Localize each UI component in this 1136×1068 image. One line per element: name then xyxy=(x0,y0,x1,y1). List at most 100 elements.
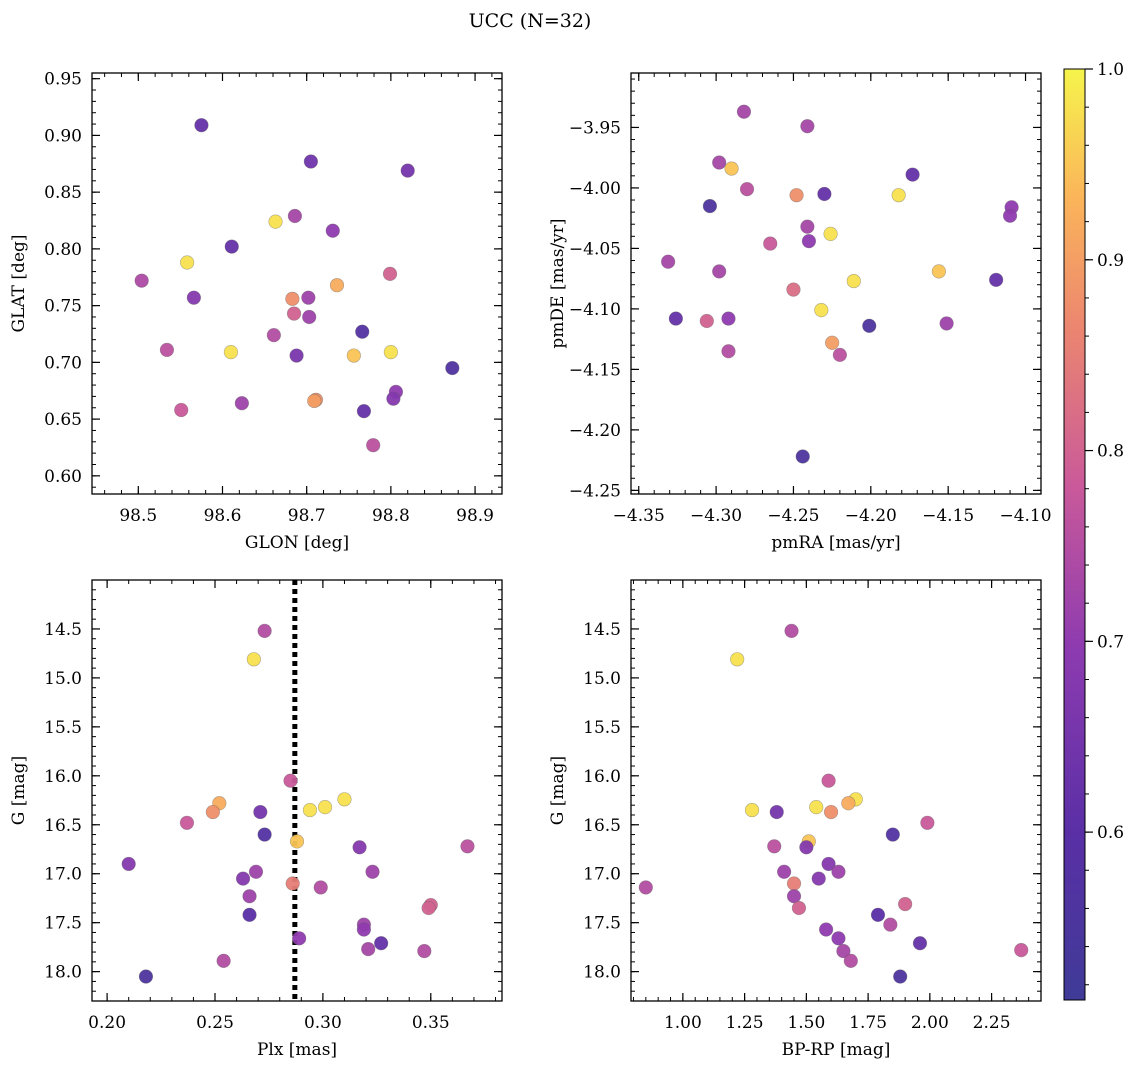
data-point xyxy=(286,306,302,321)
data-point xyxy=(801,234,817,249)
data-point xyxy=(721,311,736,326)
y-tick-label: 17.0 xyxy=(583,865,621,885)
data-point xyxy=(989,272,1004,287)
data-point xyxy=(823,226,838,241)
y-tick-label: 16.0 xyxy=(583,767,621,787)
x-tick-label: 0.20 xyxy=(88,1013,126,1033)
data-point xyxy=(356,922,371,937)
data-point xyxy=(356,404,372,419)
x-axis-label: Plx [mas] xyxy=(257,1040,337,1060)
y-tick-label: −4.15 xyxy=(569,360,621,380)
x-tick-label: 1.50 xyxy=(787,1013,825,1033)
data-point xyxy=(661,254,676,269)
data-point xyxy=(303,154,318,169)
x-tick-label: 98.5 xyxy=(119,506,157,526)
data-point xyxy=(763,236,778,251)
data-point xyxy=(283,773,298,788)
data-point xyxy=(841,796,856,811)
y-tick-label: 16.5 xyxy=(44,816,82,836)
data-point xyxy=(823,804,839,820)
y-tick-label: 0.75 xyxy=(44,297,82,317)
data-point xyxy=(870,907,886,922)
data-point xyxy=(253,804,268,820)
data-point xyxy=(786,876,802,891)
y-tick-label: 15.0 xyxy=(583,669,621,689)
data-point xyxy=(292,931,307,946)
data-point xyxy=(724,161,739,176)
y-tick-label: 18.0 xyxy=(44,963,82,983)
data-point xyxy=(843,953,858,968)
x-tick-label: 1.00 xyxy=(664,1013,702,1033)
y-axis-label: GLAT [deg] xyxy=(9,234,29,332)
axes-frame xyxy=(91,579,503,1002)
data-point xyxy=(786,889,802,904)
data-point xyxy=(712,264,727,279)
data-point xyxy=(920,815,935,830)
x-tick-label: −4.25 xyxy=(767,506,819,526)
colorbar-tick-label: 1.0 xyxy=(1097,60,1124,80)
y-tick-label: −4.00 xyxy=(569,179,621,199)
data-point xyxy=(234,396,249,411)
data-point xyxy=(769,804,784,820)
data-point xyxy=(242,907,257,922)
data-point xyxy=(800,219,815,234)
data-point xyxy=(352,840,367,855)
y-tick-label: 14.5 xyxy=(44,620,82,640)
data-point xyxy=(883,917,898,932)
y-axis-label: G [mag] xyxy=(9,756,29,825)
data-point xyxy=(302,309,317,325)
data-point xyxy=(205,804,220,820)
data-point xyxy=(289,348,304,363)
data-point xyxy=(307,393,322,409)
data-point xyxy=(242,889,257,904)
y-tick-label: 0.60 xyxy=(44,467,82,487)
x-tick-label: 1.75 xyxy=(849,1013,887,1033)
x-tick-label: −4.15 xyxy=(922,506,974,526)
data-point xyxy=(134,273,149,288)
data-point xyxy=(382,266,398,281)
x-tick-label: 2.25 xyxy=(973,1013,1011,1033)
data-point xyxy=(313,880,328,895)
axes-frame xyxy=(630,579,1042,1002)
data-point xyxy=(821,773,836,788)
data-point xyxy=(325,223,340,238)
y-tick-label: 16.0 xyxy=(44,767,82,787)
data-point xyxy=(712,155,727,170)
data-point xyxy=(744,802,760,818)
y-tick-label: 17.0 xyxy=(44,865,82,885)
y-tick-label: −3.95 xyxy=(569,118,621,138)
panel-bprp-g: 1.00 1.25 1.50 1.75 2.00 2.25 14.5 15.0 15.5 16.0… xyxy=(548,579,1042,1060)
y-tick-label: 0.95 xyxy=(44,70,82,90)
x-tick-label: 98.9 xyxy=(456,506,494,526)
x-tick-label: 98.7 xyxy=(288,506,326,526)
y-tick-label: 0.85 xyxy=(44,183,82,203)
data-point xyxy=(817,186,832,202)
data-point xyxy=(246,652,261,667)
data-point xyxy=(721,344,736,359)
data-point xyxy=(355,324,370,339)
y-tick-label: 18.0 xyxy=(583,963,621,983)
x-axis-label: pmRA [mas/yr] xyxy=(771,533,900,553)
data-point xyxy=(121,856,136,872)
data-point xyxy=(784,623,799,639)
x-tick-label: 98.6 xyxy=(204,506,242,526)
data-point xyxy=(832,347,847,362)
y-tick-label: 15.5 xyxy=(44,718,82,738)
data-point xyxy=(891,188,906,203)
colorbar-gradient xyxy=(1063,68,1086,1001)
data-point xyxy=(912,936,928,951)
data-point xyxy=(289,834,305,849)
data-point xyxy=(383,345,398,360)
data-point xyxy=(329,278,345,293)
data-point xyxy=(248,864,264,879)
x-tick-label: −4.20 xyxy=(845,506,897,526)
data-point xyxy=(730,652,745,667)
data-point xyxy=(302,802,318,818)
y-tick-label: 16.5 xyxy=(583,816,621,836)
data-point xyxy=(180,255,195,270)
y-tick-label: 15.0 xyxy=(44,669,82,689)
data-point xyxy=(831,931,846,946)
data-point xyxy=(638,880,653,895)
y-tick-label: 0.65 xyxy=(44,410,82,430)
data-point xyxy=(791,900,807,916)
